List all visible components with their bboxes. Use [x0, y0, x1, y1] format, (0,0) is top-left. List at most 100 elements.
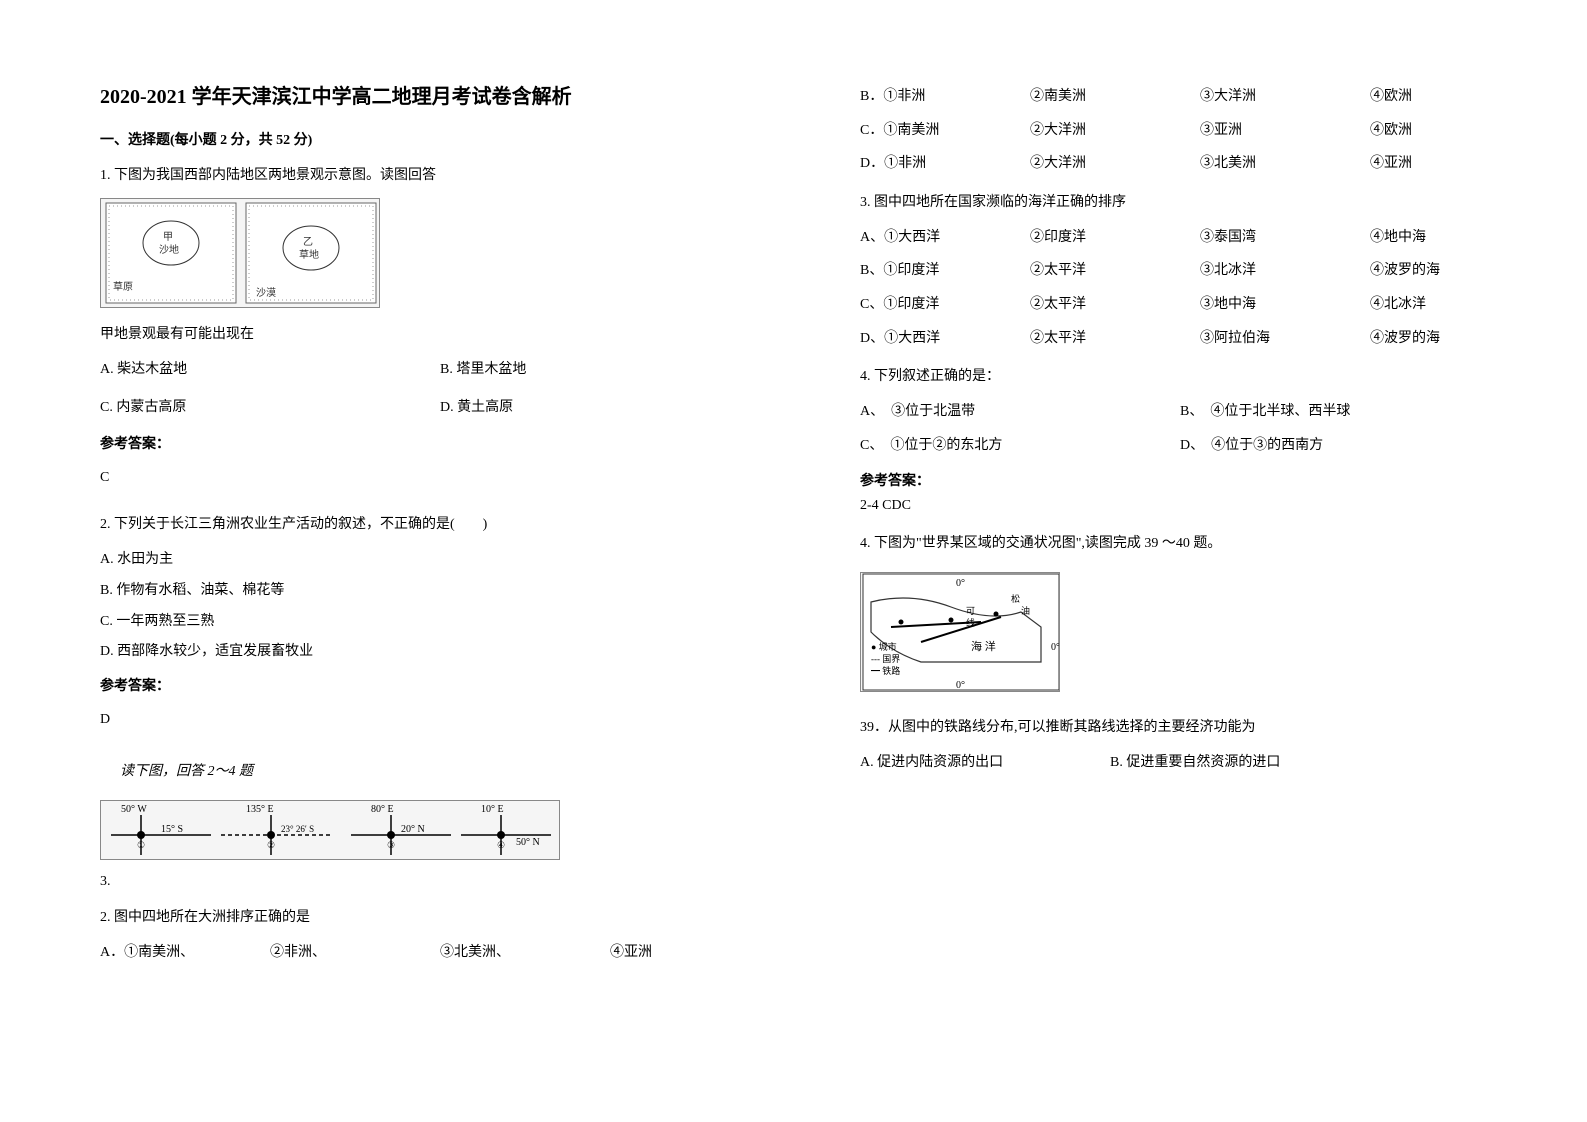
q2-option-b: B. 作物有水稻、油菜、棉花等: [100, 578, 780, 605]
q2b-a4: ④亚洲: [610, 936, 780, 970]
q1-option-b: B. 塔里木盆地: [440, 357, 780, 382]
svg-text:0°: 0°: [1051, 642, 1059, 653]
q2-option-d: D. 西部降水较少，适宜发展畜牧业: [100, 639, 780, 666]
svg-text:80° E: 80° E: [371, 804, 394, 815]
svg-text:线: 线: [966, 617, 975, 628]
svg-text:草原: 草原: [113, 281, 133, 293]
q3b-b4: ④波罗的海: [1370, 254, 1540, 288]
section-header: 一、选择题(每小题 2 分，共 52 分): [100, 129, 780, 149]
q3b-row-d: D、①大西洋 ②太平洋 ③阿拉伯海 ④波罗的海: [860, 322, 1540, 356]
q4b-text: 4. 下列叙述正确的是：: [860, 365, 1540, 385]
q3b-d3: ③阿拉伯海: [1200, 322, 1370, 356]
exam-title: 2020-2021 学年天津滨江中学高二地理月考试卷含解析: [100, 80, 780, 109]
q2b-b2: ②南美洲: [1030, 80, 1200, 114]
map-diagram-icon: 0° 0° 0° ● 城市 --- 国界 ━ 铁路 海 洋 松 油 可 线: [861, 572, 1059, 692]
q1-sub: 甲地景观最有可能出现在: [100, 322, 780, 347]
q39-options: A. 促进内陆资源的出口 B. 促进重要自然资源的进口: [860, 746, 1540, 780]
q4-text: 4. 下图为"世界某区域的交通状况图",读图完成 39 ～40 题。: [860, 532, 1540, 552]
q2b-a1: A．①南美洲、: [100, 936, 270, 970]
svg-text:沙地: 沙地: [159, 243, 179, 256]
q4b-a2: B、 ④位于北半球、西半球: [1180, 395, 1540, 429]
q39-text: 39．从图中的铁路线分布,可以推断其路线选择的主要经济功能为: [860, 716, 1540, 736]
q1-option-d: D. 黄土高原: [440, 395, 780, 420]
q2b-c2: ②大洋洲: [1030, 114, 1200, 148]
q1-option-a: A. 柴达木盆地: [100, 357, 440, 382]
q4b-row-a: A、 ③位于北温带 B、 ④位于北半球、西半球: [860, 395, 1540, 429]
q2b-d1: D．①非洲: [860, 147, 1030, 181]
q3-num: 3.: [100, 874, 780, 890]
svg-text:50° N: 50° N: [516, 837, 540, 848]
q3b-b3: ③北冰洋: [1200, 254, 1370, 288]
q4b-answer: 2-4 CDC: [860, 498, 1540, 514]
svg-text:20° N: 20° N: [401, 824, 425, 835]
q2b-a3: ③北美洲、: [440, 936, 610, 970]
q1-answer: C: [100, 465, 780, 490]
q3-intro: 读下图，回答 2～4 题: [120, 760, 780, 780]
q3b-a2: ②印度洋: [1030, 221, 1200, 255]
q2b-text: 2. 图中四地所在大洲排序正确的是: [100, 906, 780, 926]
q2b-c3: ③亚洲: [1200, 114, 1370, 148]
svg-text:②: ②: [267, 840, 275, 850]
q3b-d1: D、①大西洋: [860, 322, 1030, 356]
svg-text:甲: 甲: [163, 232, 173, 243]
q2b-d4: ④亚洲: [1370, 147, 1540, 181]
q2-text: 2. 下列关于长江三角洲农业生产活动的叙述，不正确的是( ): [100, 512, 780, 537]
q3b-b2: ②太平洋: [1030, 254, 1200, 288]
q3b-row-b: B、①印度洋 ②太平洋 ③北冰洋 ④波罗的海: [860, 254, 1540, 288]
svg-text:乙: 乙: [303, 236, 313, 248]
q2b-b3: ③大洋洲: [1200, 80, 1370, 114]
question-2: 2. 下列关于长江三角洲农业生产活动的叙述，不正确的是( ) A. 水田为主 B…: [100, 512, 780, 744]
q2b-row-a: A．①南美洲、 ②非洲、 ③北美洲、 ④亚洲: [100, 936, 780, 970]
svg-text:可: 可: [966, 606, 975, 616]
q4b-row-b: C、 ①位于②的东北方 D、 ④位于③的西南方: [860, 429, 1540, 463]
q3b-d2: ②太平洋: [1030, 322, 1200, 356]
q4b-answer-label: 参考答案：: [860, 470, 1540, 490]
left-column: 2020-2021 学年天津滨江中学高二地理月考试卷含解析 一、选择题(每小题 …: [100, 80, 780, 1042]
q3b-c3: ③地中海: [1200, 288, 1370, 322]
q39-option-a: A. 促进内陆资源的出口: [860, 746, 1110, 780]
q2b-b1: B．①非洲: [860, 80, 1030, 114]
q2b-b4: ④欧洲: [1370, 80, 1540, 114]
q2b-row-b: B．①非洲 ②南美洲 ③大洋洲 ④欧洲: [860, 80, 1540, 114]
q2-option-a: A. 水田为主: [100, 547, 780, 574]
q4-map-figure: 0° 0° 0° ● 城市 --- 国界 ━ 铁路 海 洋 松 油 可 线: [860, 572, 1060, 692]
coordinates-figure: 50° W ① 15° S 135° E ② 23° 26′ S 80° E ③…: [100, 800, 560, 860]
q2-answer: D: [100, 707, 780, 732]
question-1: 1. 下图为我国西部内陆地区两地景观示意图。读图回答 甲 沙地 草原 乙 草地 …: [100, 163, 780, 502]
q1-figure: 甲 沙地 草原 乙 草地 沙漠: [100, 198, 380, 308]
coordinates-diagram-icon: 50° W ① 15° S 135° E ② 23° 26′ S 80° E ③…: [101, 800, 559, 860]
q2b-c1: C．①南美洲: [860, 114, 1030, 148]
svg-text:15° S: 15° S: [161, 824, 183, 835]
q3b-c4: ④北冰洋: [1370, 288, 1540, 322]
q2b-a2: ②非洲、: [270, 936, 440, 970]
q3b-text: 3. 图中四地所在国家濒临的海洋正确的排序: [860, 191, 1540, 211]
svg-text:草地: 草地: [299, 248, 319, 261]
svg-text:0°: 0°: [956, 680, 965, 691]
svg-text:0°: 0°: [956, 578, 965, 589]
svg-text:10° E: 10° E: [481, 804, 504, 815]
q1-option-c: C. 内蒙古高原: [100, 395, 440, 420]
svg-text:松: 松: [1011, 593, 1020, 604]
svg-text:海 洋: 海 洋: [971, 639, 996, 653]
q4b-b2: D、 ④位于③的西南方: [1180, 429, 1540, 463]
q2-option-c: C. 一年两熟至三熟: [100, 609, 780, 636]
svg-text:● 城市: ● 城市: [871, 641, 897, 652]
q4b-a1: A、 ③位于北温带: [860, 395, 1180, 429]
q3b-d4: ④波罗的海: [1370, 322, 1540, 356]
q2b-row-c: C．①南美洲 ②大洋洲 ③亚洲 ④欧洲: [860, 114, 1540, 148]
q3b-row-c: C、①印度洋 ②太平洋 ③地中海 ④北冰洋: [860, 288, 1540, 322]
q1-answer-label: 参考答案：: [100, 432, 780, 457]
q3b-a1: A、①大西洋: [860, 221, 1030, 255]
svg-text:③: ③: [387, 840, 395, 850]
q39-option-b: B. 促进重要自然资源的进口: [1110, 746, 1540, 780]
right-column: B．①非洲 ②南美洲 ③大洋洲 ④欧洲 C．①南美洲 ②大洋洲 ③亚洲 ④欧洲 …: [860, 80, 1540, 1042]
q2b-d3: ③北美洲: [1200, 147, 1370, 181]
landscape-diagram-icon: 甲 沙地 草原 乙 草地 沙漠: [101, 198, 379, 308]
svg-text:23° 26′ S: 23° 26′ S: [281, 824, 314, 834]
q3b-b1: B、①印度洋: [860, 254, 1030, 288]
q2-answer-label: 参考答案：: [100, 674, 780, 699]
svg-text:50° W: 50° W: [121, 804, 147, 815]
q2b-row-d: D．①非洲 ②大洋洲 ③北美洲 ④亚洲: [860, 147, 1540, 181]
svg-text:135° E: 135° E: [246, 804, 274, 815]
q2b-d2: ②大洋洲: [1030, 147, 1200, 181]
